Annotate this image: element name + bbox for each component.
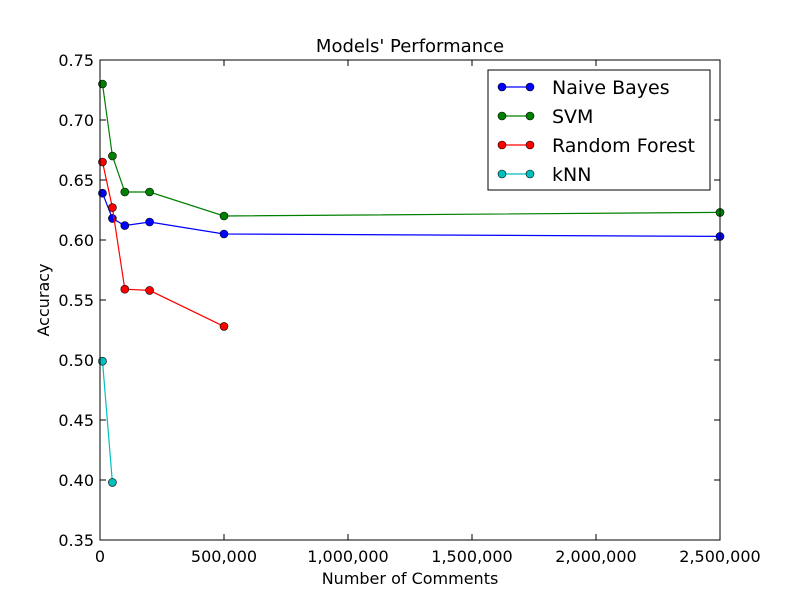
legend-marker-svm — [525, 111, 535, 121]
data-point-svm — [108, 151, 117, 161]
legend-marker-svm — [497, 111, 507, 121]
data-point-svm — [145, 187, 154, 197]
x-tick-label: 0 — [95, 547, 105, 566]
legend: Naive Bayes SVM Random Forest kNN — [487, 69, 711, 191]
data-point-svm — [219, 211, 229, 221]
legend-marker-naive-bayes — [525, 82, 535, 92]
chart-title: Models' Performance — [316, 36, 504, 57]
data-point-knn — [108, 478, 117, 487]
plot-frame — [99, 59, 721, 541]
y-tick-label: 0.50 — [58, 351, 94, 370]
data-point-svm — [120, 187, 130, 197]
x-tick-label: 1,500,000 — [431, 547, 512, 566]
x-axis-title: Number of Comments — [322, 569, 499, 588]
y-axis-title: Accuracy — [34, 263, 53, 336]
x-tick-label: 2,500,000 — [679, 547, 760, 566]
y-tick-label: 0.45 — [58, 411, 94, 430]
y-tick-label: 0.60 — [58, 231, 94, 250]
y-axis-ticks: 0.35 0.40 0.45 0.50 0.55 0.60 0.65 0.70 0.75 — [58, 51, 720, 550]
data-point-random-forest — [120, 284, 130, 294]
legend-frame — [487, 69, 711, 191]
legend-marker-naive-bayes — [497, 82, 507, 92]
legend-label-knn: kNN — [552, 164, 591, 186]
legend-marker-random-forest — [525, 140, 535, 150]
x-tick-label: 2,000,000 — [555, 547, 636, 566]
series-line-svm — [101, 83, 721, 217]
data-point-naive-bayes — [145, 217, 154, 227]
legend-label-naive-bayes: Naive Bayes — [552, 77, 670, 99]
x-tick-label: 500,000 — [191, 547, 257, 566]
data-point-random-forest — [145, 286, 154, 295]
x-axis-ticks: 0 500,000 1,000,000 1,500,000 2,000,000 2,500… — [95, 60, 761, 566]
y-tick-label: 0.40 — [58, 471, 94, 490]
x-tick-label: 1,000,000 — [307, 547, 388, 566]
y-tick-label: 0.35 — [58, 531, 94, 550]
y-tick-label: 0.75 — [58, 51, 94, 70]
legend-marker-random-forest — [497, 140, 507, 150]
y-tick-label: 0.70 — [58, 111, 94, 130]
y-tick-label: 0.65 — [58, 171, 94, 190]
legend-marker-knn — [525, 169, 535, 179]
series-line-knn — [101, 361, 113, 483]
series-line-naive-bayes — [101, 192, 721, 237]
data-point-random-forest — [108, 203, 117, 212]
data-point-naive-bayes — [108, 214, 117, 223]
legend-label-random-forest: Random Forest — [552, 135, 695, 157]
y-tick-label: 0.55 — [58, 291, 94, 310]
legend-marker-knn — [497, 169, 507, 179]
data-point-naive-bayes — [120, 221, 130, 230]
legend-label-svm: SVM — [552, 106, 593, 128]
data-point-naive-bayes — [219, 229, 229, 239]
data-point-random-forest — [219, 322, 229, 331]
